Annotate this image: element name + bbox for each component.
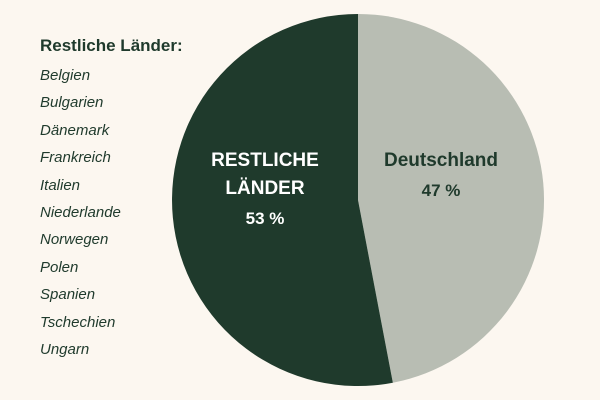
slice-value-restliche-laender: 53 % <box>246 209 285 228</box>
legend-item: Ungarn <box>40 341 90 359</box>
slice-label-restliche-laender-line2: LÄNDER <box>225 178 304 199</box>
legend-item: Bulgarien <box>40 94 104 112</box>
legend-item: Spanien <box>40 286 96 304</box>
legend-item: Polen <box>40 258 79 276</box>
legend-item: Belgien <box>40 67 91 84</box>
legend-item: Italien <box>40 176 81 194</box>
legend-title: Restliche Länder: <box>40 36 183 55</box>
legend-item: Dänemark <box>40 121 110 139</box>
slice-label-deutschland: Deutschland <box>384 150 498 171</box>
legend: Restliche Länder: Belgien Bulgarien Däne… <box>40 36 183 363</box>
slice-value-deutschland: 47 % <box>422 181 461 200</box>
legend-list: Belgien Bulgarien Dänemark Frankreich It… <box>40 62 183 363</box>
legend-item: Niederlande <box>40 204 121 222</box>
pie-slice-restliche-laender <box>172 14 393 386</box>
slice-label-restliche-laender-line1: RESTLICHE <box>211 150 319 171</box>
pie-slice-deutschland <box>358 13 545 383</box>
legend-item: Tschechien <box>40 313 116 331</box>
legend-item: Frankreich <box>40 149 111 167</box>
legend-item: Norwegen <box>40 231 109 249</box>
